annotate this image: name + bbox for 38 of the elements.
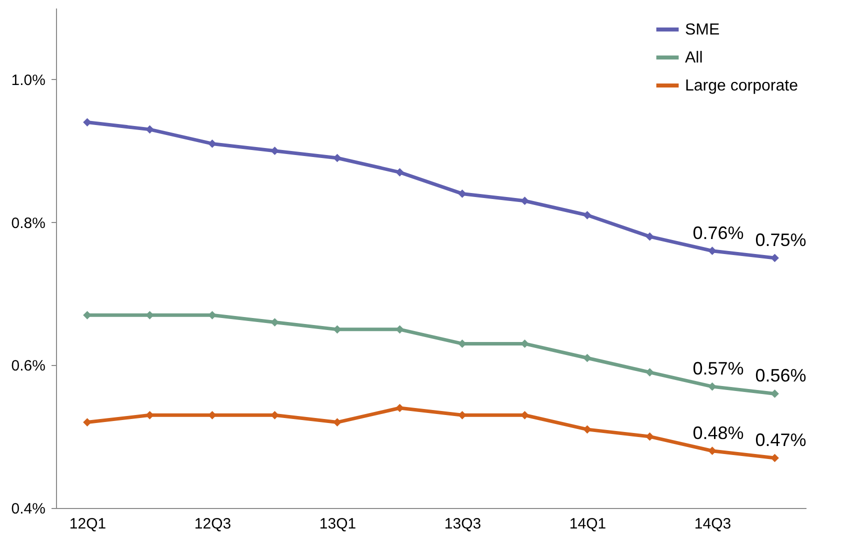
point xyxy=(333,154,342,162)
y-tick-label: 0.4% xyxy=(11,500,46,518)
point xyxy=(458,190,466,198)
data-label: 0.76% xyxy=(692,222,744,243)
legend-label: Large corporate xyxy=(685,78,798,94)
data-label: 0.48% xyxy=(692,422,744,443)
point xyxy=(396,168,404,176)
y-tick-label: 0.6% xyxy=(11,358,46,375)
point xyxy=(646,432,654,441)
point xyxy=(208,140,216,148)
legend-label: SME xyxy=(685,22,720,38)
x-tick-label: 13Q1 xyxy=(319,516,356,532)
x-tick-label: 12Q3 xyxy=(194,516,232,532)
point xyxy=(646,368,654,376)
point xyxy=(770,454,779,462)
point xyxy=(583,354,592,362)
data-label: 0.75% xyxy=(755,230,806,250)
point xyxy=(146,125,154,134)
x-tick-label: 14Q3 xyxy=(694,516,732,532)
point xyxy=(83,118,92,126)
data-label: 0.47% xyxy=(755,430,806,450)
y-tick-label: 1.0% xyxy=(11,72,46,89)
point xyxy=(583,425,592,434)
point xyxy=(83,418,92,426)
point xyxy=(333,418,342,426)
point xyxy=(396,404,404,412)
x-tick-label: 13Q3 xyxy=(444,516,482,532)
point xyxy=(770,254,779,262)
data-label: 0.57% xyxy=(692,358,744,379)
point xyxy=(708,382,716,391)
legend-label: All xyxy=(685,50,703,66)
point xyxy=(520,196,529,206)
data-label: 0.56% xyxy=(755,366,806,386)
point xyxy=(583,210,592,220)
point xyxy=(646,232,654,241)
x-tick-label: 14Q1 xyxy=(569,516,606,532)
x-tick-label: 12Q1 xyxy=(69,516,106,532)
y-tick-label: 0.8% xyxy=(11,214,46,232)
